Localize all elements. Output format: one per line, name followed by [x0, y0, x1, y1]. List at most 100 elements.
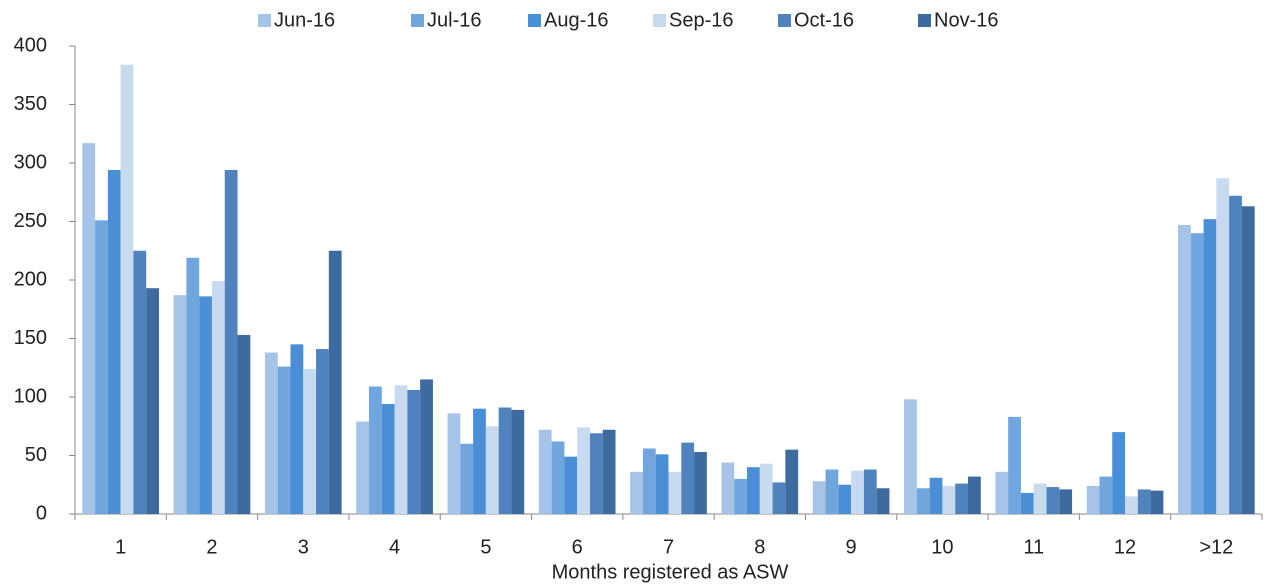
- bar: [1020, 492, 1034, 514]
- bar: [447, 413, 461, 514]
- bar: [211, 281, 225, 514]
- legend-label: Oct-16: [794, 9, 854, 31]
- bar: [290, 344, 304, 514]
- bar: [577, 427, 590, 514]
- legend-label: Sep-16: [669, 9, 734, 31]
- bar: [929, 477, 943, 514]
- x-tick-label: 10: [931, 536, 953, 558]
- bar: [904, 399, 917, 514]
- bar: [485, 426, 499, 514]
- y-tick-label: 150: [14, 327, 47, 349]
- bar: [602, 429, 616, 514]
- y-tick-label: 350: [14, 93, 47, 115]
- x-tick-label: 12: [1114, 536, 1136, 558]
- bar: [785, 449, 799, 514]
- bar: [851, 470, 864, 514]
- bar: [1008, 416, 1021, 514]
- bar: [1190, 233, 1204, 514]
- bar: [630, 471, 643, 514]
- x-tick-label: >12: [1199, 536, 1233, 558]
- bar: [955, 483, 968, 514]
- bar: [173, 295, 187, 514]
- x-tick-label: 8: [754, 536, 765, 558]
- bar: [1125, 496, 1138, 514]
- legend-swatch: [528, 14, 541, 27]
- bar: [356, 421, 370, 514]
- bar: [551, 441, 565, 514]
- legend-swatch: [258, 14, 271, 27]
- bar: [95, 220, 108, 514]
- y-tick-label: 200: [14, 268, 47, 290]
- bar: [772, 482, 786, 514]
- bar: [655, 454, 669, 514]
- bar: [328, 250, 342, 514]
- bar: [369, 386, 382, 514]
- bar: [1137, 489, 1151, 514]
- x-tick-label: 5: [480, 536, 491, 558]
- y-tick-label: 100: [14, 385, 47, 407]
- bar: [1033, 483, 1047, 514]
- bar: [420, 379, 433, 514]
- bar: [734, 478, 748, 514]
- y-tick-label: 250: [14, 210, 47, 232]
- bar: [460, 443, 474, 514]
- bar: [381, 404, 395, 514]
- bar: [1099, 476, 1113, 514]
- bar: [1046, 487, 1060, 514]
- bar: [759, 463, 773, 514]
- bar: [694, 451, 707, 514]
- legend-label: Aug-16: [544, 9, 609, 31]
- x-tick-label: 6: [572, 536, 583, 558]
- bar: [825, 469, 839, 514]
- bar: [916, 488, 930, 514]
- bar: [224, 170, 238, 514]
- bar: [967, 476, 981, 514]
- bar: [146, 288, 160, 514]
- bar: [199, 296, 212, 514]
- bar: [237, 334, 251, 514]
- bar: [1241, 206, 1255, 515]
- x-tick-label: 2: [206, 536, 217, 558]
- bar: [942, 485, 956, 514]
- bar: [1177, 225, 1191, 514]
- x-tick-label: 9: [846, 536, 857, 558]
- x-tick-label: 3: [298, 536, 309, 558]
- x-tick-label: 1: [115, 536, 126, 558]
- x-tick-label: 11: [1023, 536, 1044, 558]
- bar: [186, 257, 200, 514]
- bar: [995, 471, 1009, 514]
- bar: [721, 462, 735, 514]
- legend-swatch: [918, 14, 931, 27]
- bar: [316, 349, 329, 514]
- bar: [838, 484, 852, 514]
- legend-label: Nov-16: [934, 9, 998, 31]
- bar: [1086, 485, 1100, 514]
- legend-label: Jun-16: [274, 9, 335, 31]
- bar: [1229, 195, 1242, 514]
- bar: [589, 433, 603, 514]
- y-tick-label: 300: [14, 151, 47, 173]
- bar: [264, 352, 278, 514]
- bar: [82, 143, 96, 515]
- bar: [538, 429, 552, 514]
- bar: [277, 366, 291, 514]
- bar: [863, 469, 877, 514]
- bar: [407, 389, 421, 514]
- bar: [876, 488, 890, 514]
- bar: [1216, 178, 1230, 514]
- bar: [511, 409, 525, 514]
- bar: [1112, 432, 1126, 514]
- bar: [642, 448, 656, 514]
- bar: [668, 471, 682, 514]
- bar: [473, 408, 486, 514]
- bar: [1059, 489, 1073, 514]
- y-tick-label: 400: [14, 34, 47, 56]
- bar: [564, 456, 578, 514]
- bar: [394, 385, 408, 514]
- bar: [133, 250, 147, 514]
- bar: [107, 170, 121, 514]
- bar: [747, 467, 760, 514]
- legend-swatch: [778, 14, 791, 27]
- bar: [1203, 219, 1217, 514]
